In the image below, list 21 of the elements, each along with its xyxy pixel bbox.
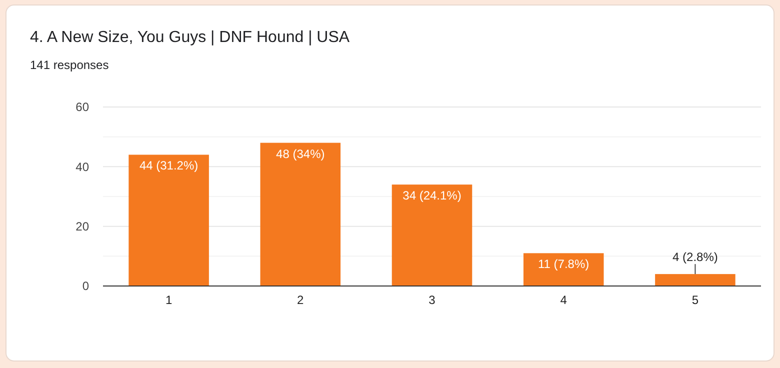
x-tick-label: 5 [692, 293, 699, 307]
bar [260, 142, 341, 286]
data-label: 48 (34%) [276, 146, 325, 161]
x-tick-label: 4 [560, 293, 568, 307]
chart-subtitle: 141 responses [30, 58, 109, 72]
bar [523, 253, 604, 286]
x-tick-label: 1 [165, 293, 172, 307]
y-tick-label: 0 [82, 279, 90, 294]
data-label: 11 (7.8%) [538, 257, 590, 272]
y-tick-label: 20 [76, 220, 90, 234]
data-label: 4 (2.8%) [672, 250, 718, 264]
y-tick-label: 40 [76, 160, 90, 174]
bar [392, 184, 472, 286]
bar [655, 274, 736, 286]
data-label: 34 (24.1%) [402, 188, 462, 203]
data-label: 44 (31.2%) [139, 158, 198, 173]
y-tick-label: 60 [76, 100, 90, 114]
bar [128, 154, 209, 286]
x-tick-label: 2 [297, 293, 304, 307]
x-tick-label: 3 [428, 293, 436, 307]
chart-title: 4. A New Size, You Guys | DNF Hound | USA [30, 29, 350, 46]
